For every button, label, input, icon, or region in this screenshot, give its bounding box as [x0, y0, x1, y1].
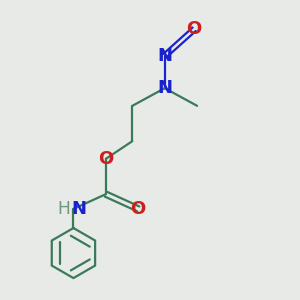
Text: O: O — [130, 200, 146, 218]
Text: N: N — [71, 200, 86, 218]
Text: O: O — [98, 150, 113, 168]
Text: N: N — [157, 79, 172, 97]
Text: O: O — [187, 20, 202, 38]
Text: N: N — [157, 47, 172, 65]
Text: H: H — [58, 200, 70, 218]
